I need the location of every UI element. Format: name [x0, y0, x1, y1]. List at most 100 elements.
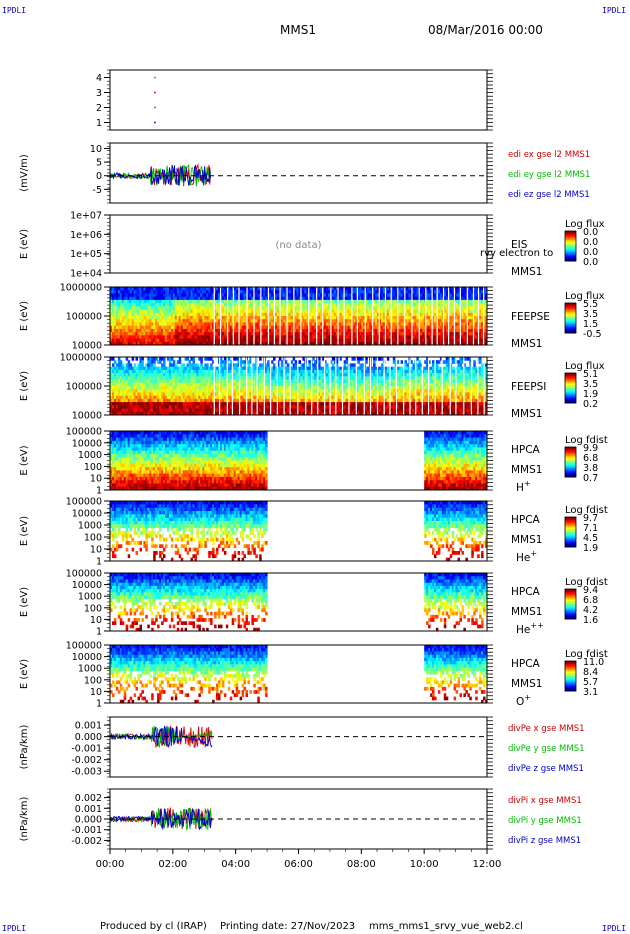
- feepse-cell: [335, 319, 339, 323]
- feepse-cell: [318, 306, 321, 310]
- feepse-cell: [271, 328, 274, 333]
- feepse-cell: [214, 316, 217, 320]
- feepse-cell: [117, 290, 121, 294]
- feepse-cell: [412, 299, 415, 304]
- feepse-cell: [349, 341, 353, 346]
- feepse-cell: [345, 338, 349, 343]
- feepse-cell: [324, 338, 327, 343]
- feepse-cell: [461, 287, 464, 291]
- feepse-cell: [176, 312, 180, 317]
- feepse-cell: [390, 299, 394, 304]
- feepse-cell: [251, 312, 254, 317]
- feepse-cell: [145, 335, 148, 339]
- feepse-cell: [243, 293, 246, 298]
- feepse-cell: [218, 332, 221, 336]
- feepse-cell: [214, 335, 217, 339]
- feepse-cell: [188, 332, 191, 336]
- feepse-cell: [406, 299, 409, 304]
- feepse-cell: [208, 338, 211, 343]
- feepse-cell: [333, 332, 337, 336]
- feepse-cell: [263, 293, 266, 298]
- feepse-cell: [390, 287, 394, 291]
- feepse-cell: [227, 309, 231, 314]
- feepse-cell: [363, 287, 366, 291]
- feepse-cell: [377, 306, 380, 310]
- feepse-cell: [369, 309, 372, 314]
- feepse-cell: [249, 296, 252, 301]
- feepse-cell: [479, 325, 482, 330]
- feepse-cell: [328, 316, 331, 320]
- feepse-cell: [255, 296, 258, 301]
- feepse-cell: [131, 293, 135, 298]
- feepse-cell: [141, 303, 144, 307]
- feepse-cell: [170, 293, 174, 298]
- feepse-cell: [314, 316, 317, 320]
- eis-tick-label: 1e+05: [70, 249, 102, 260]
- feepse-cell: [461, 319, 464, 323]
- feepse-cell: [363, 316, 366, 320]
- feepse-cell: [282, 293, 286, 298]
- feepse-cell: [294, 299, 298, 304]
- feepse-cell: [131, 309, 135, 314]
- feepse-gap: [293, 287, 295, 345]
- feepse-cell: [241, 303, 245, 307]
- feepse-cell: [194, 287, 197, 291]
- feepse-cell: [155, 306, 158, 310]
- feepse-cell: [479, 296, 482, 301]
- feepse-cell: [161, 325, 164, 330]
- feepse-cell: [269, 332, 272, 336]
- feepse-cell: [485, 293, 488, 298]
- feepse-cell: [133, 338, 137, 343]
- feepse-cell: [216, 316, 219, 320]
- feepse-cell: [131, 299, 135, 304]
- feepse-cell: [227, 338, 231, 343]
- feepse-cell: [359, 338, 362, 343]
- feepse-cell: [449, 341, 453, 346]
- feepse-cell: [481, 312, 484, 317]
- feepse-cell: [479, 332, 482, 336]
- feepse-cell: [445, 332, 449, 336]
- feepse-cell: [147, 328, 150, 333]
- feepse-cell: [416, 341, 419, 346]
- feepse-cell: [398, 338, 402, 343]
- feepse-cell: [127, 316, 131, 320]
- feepse-cell: [355, 332, 358, 336]
- feepse-cell: [373, 299, 376, 304]
- feepse-cell: [204, 322, 207, 327]
- feepse-cell: [351, 319, 354, 323]
- feepse-cell: [280, 306, 284, 310]
- feepse-cell: [263, 306, 266, 310]
- feepse-cell: [115, 316, 119, 320]
- feepse-cell: [345, 290, 349, 294]
- feepse-cell: [479, 341, 482, 346]
- feepse-cell: [137, 293, 140, 298]
- feepse-cell: [235, 312, 239, 317]
- feepse-cell: [113, 312, 117, 317]
- feepsi-cell: [200, 363, 203, 368]
- feepse-cell: [241, 293, 245, 298]
- feepse-cell: [135, 287, 138, 291]
- feepse-cell: [257, 341, 260, 346]
- feepse-cell: [145, 325, 148, 330]
- feepse-cell: [280, 325, 284, 330]
- feepse-cell: [143, 309, 146, 314]
- feepse-cell: [316, 341, 319, 346]
- feepse-cell: [353, 328, 356, 333]
- feepsi-cell: [196, 363, 199, 368]
- feepse-cell: [361, 303, 364, 307]
- feepse-cell: [481, 319, 484, 323]
- feepse-cell: [131, 306, 135, 310]
- feepse-cell: [306, 287, 309, 291]
- feepse-cell: [304, 341, 307, 346]
- feepse-cell: [141, 328, 144, 333]
- feepse-cell: [339, 312, 343, 317]
- feepse-cell: [381, 299, 384, 304]
- feepse-cell: [112, 299, 115, 304]
- feepse-cell: [276, 319, 280, 323]
- feepse-cell: [375, 312, 378, 317]
- feepse-cell: [121, 296, 125, 301]
- feepse-cell: [212, 306, 215, 310]
- feepse-cell: [416, 290, 419, 294]
- feepse-cell: [353, 335, 356, 339]
- feepse-cell: [384, 309, 388, 314]
